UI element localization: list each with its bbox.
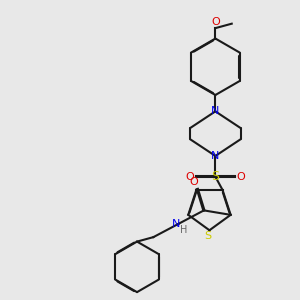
- Text: S: S: [204, 231, 211, 241]
- Text: O: O: [185, 172, 194, 182]
- Text: S: S: [212, 170, 219, 183]
- Text: N: N: [211, 106, 220, 116]
- Text: N: N: [172, 219, 180, 229]
- Text: O: O: [189, 177, 198, 188]
- Text: O: O: [211, 16, 220, 27]
- Text: O: O: [237, 172, 246, 182]
- Text: N: N: [211, 151, 220, 161]
- Text: H: H: [180, 225, 188, 235]
